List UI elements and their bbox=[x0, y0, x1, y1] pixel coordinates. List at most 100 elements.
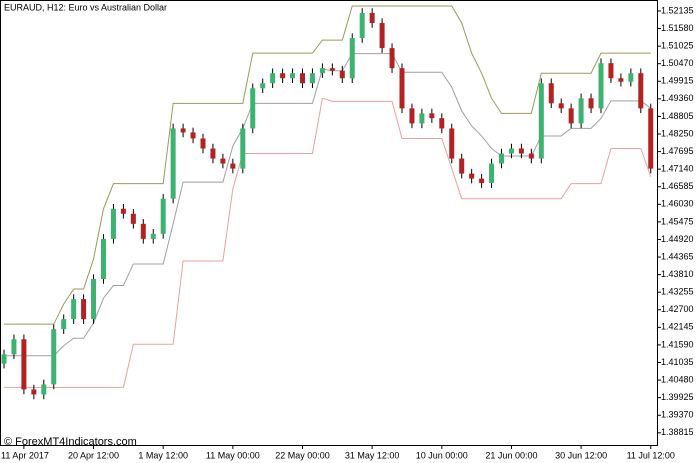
y-tick-label: 1.41035 bbox=[661, 357, 694, 367]
channel-line bbox=[4, 5, 651, 325]
x-tick-label: 30 Jun 12:00 bbox=[555, 450, 607, 460]
y-tick-label: 1.43810 bbox=[661, 269, 694, 279]
chart-title: EURAUD, H12: Euro vs Australian Dollar bbox=[4, 2, 167, 12]
candle-body bbox=[250, 88, 256, 129]
y-tick-label: 1.47140 bbox=[661, 164, 694, 174]
candle-body bbox=[389, 48, 395, 69]
y-tick-label: 1.40480 bbox=[661, 374, 694, 384]
candle-body bbox=[51, 329, 57, 385]
y-tick-label: 1.48805 bbox=[661, 111, 694, 121]
candle-body bbox=[290, 73, 296, 79]
y-tick-label: 1.46585 bbox=[661, 181, 694, 191]
candle-body bbox=[280, 73, 286, 79]
candle-body bbox=[449, 128, 455, 159]
candle-body bbox=[81, 299, 87, 320]
candle-body bbox=[538, 83, 544, 159]
y-tick-label: 1.49915 bbox=[661, 76, 694, 86]
candle-body bbox=[180, 128, 186, 133]
x-tick-label: 11 May 00:00 bbox=[206, 450, 260, 460]
candle-body bbox=[648, 108, 654, 169]
candle-body bbox=[399, 68, 405, 109]
y-tick-label: 1.42145 bbox=[661, 322, 694, 332]
candle-body bbox=[240, 128, 246, 169]
candle-body bbox=[568, 108, 574, 124]
y-tick-label: 1.45475 bbox=[661, 216, 694, 226]
candle-body bbox=[91, 279, 97, 320]
candle-body bbox=[270, 73, 276, 84]
candle-body bbox=[319, 68, 325, 74]
y-tick-label: 1.39370 bbox=[661, 410, 694, 420]
candle-body bbox=[349, 38, 355, 79]
x-tick-label: 22 May 00:00 bbox=[275, 450, 330, 460]
candle-body bbox=[120, 208, 126, 214]
candle-body bbox=[71, 299, 77, 320]
candle-body bbox=[598, 63, 604, 109]
candle-body bbox=[220, 158, 226, 164]
y-tick-label: 1.47695 bbox=[661, 146, 694, 156]
candle-body bbox=[359, 12, 365, 39]
y-tick-label: 1.39925 bbox=[661, 392, 694, 402]
candle-body bbox=[479, 178, 485, 184]
x-tick-label: 10 Jun 00:00 bbox=[416, 450, 468, 460]
candle-body bbox=[429, 113, 435, 119]
candle-body bbox=[300, 73, 305, 84]
candle-body bbox=[31, 389, 37, 395]
candle-body bbox=[409, 108, 415, 124]
candle-body bbox=[628, 73, 634, 82]
candle-body bbox=[210, 148, 216, 159]
y-tick-label: 1.46030 bbox=[661, 199, 694, 209]
candle-body bbox=[329, 68, 335, 71]
x-tick-label: 11 Apr 2017 bbox=[1, 450, 49, 460]
candle-body bbox=[558, 103, 564, 109]
y-tick-label: 1.52135 bbox=[661, 5, 694, 15]
candle-body bbox=[160, 198, 166, 234]
candle-body bbox=[489, 163, 495, 184]
y-tick-label: 1.50470 bbox=[661, 58, 694, 68]
candle-body bbox=[588, 98, 594, 109]
candle-body bbox=[419, 113, 425, 124]
candle-body bbox=[499, 153, 504, 164]
candle-body bbox=[518, 148, 524, 154]
candle-body bbox=[101, 238, 106, 280]
watermark: © ForexMT4Indicators.com bbox=[4, 436, 137, 448]
candle-body bbox=[1, 354, 7, 364]
candle-body bbox=[469, 173, 475, 179]
candle-body bbox=[379, 23, 385, 49]
candle-body bbox=[459, 158, 465, 174]
y-tick-label: 1.43255 bbox=[661, 287, 694, 297]
channel-line bbox=[4, 97, 652, 388]
y-tick-label: 1.42700 bbox=[661, 304, 694, 314]
y-tick-label: 1.44365 bbox=[661, 251, 694, 261]
y-tick-label: 1.41590 bbox=[661, 339, 694, 349]
x-tick-label: 31 May 12:00 bbox=[345, 450, 400, 460]
candle-body bbox=[309, 73, 315, 84]
candle-body bbox=[150, 233, 156, 239]
candle-body bbox=[548, 83, 554, 104]
candle-body bbox=[41, 384, 47, 395]
y-tick-label: 1.51025 bbox=[661, 41, 694, 51]
candle-body bbox=[578, 98, 584, 124]
y-tick-label: 1.48250 bbox=[661, 128, 694, 138]
candle-body bbox=[61, 319, 67, 330]
candle-body bbox=[260, 83, 266, 89]
candle-body bbox=[369, 12, 375, 24]
candle-body bbox=[170, 128, 176, 199]
candle-body bbox=[11, 339, 17, 355]
candle-body bbox=[230, 163, 236, 169]
candle-body bbox=[508, 148, 514, 154]
candle-body bbox=[200, 138, 206, 149]
y-tick-label: 1.38815 bbox=[661, 427, 694, 437]
y-tick-label: 1.49360 bbox=[661, 93, 694, 103]
candle-body bbox=[618, 78, 624, 82]
candle-body bbox=[140, 223, 146, 239]
candle-body bbox=[439, 118, 445, 129]
x-tick-label: 20 Apr 12:00 bbox=[68, 450, 119, 460]
x-tick-label: 11 Jul 12:00 bbox=[627, 450, 675, 460]
candle-body bbox=[528, 153, 534, 159]
candle-body bbox=[130, 213, 136, 224]
x-tick-label: 1 May 12:00 bbox=[138, 450, 188, 460]
y-tick-label: 1.51580 bbox=[661, 23, 694, 33]
plot-frame bbox=[0, 0, 658, 446]
